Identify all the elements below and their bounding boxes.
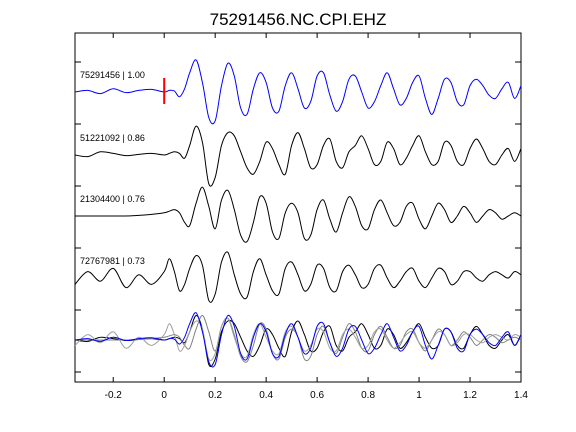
x-tick-label-2: 0.2 — [208, 390, 222, 401]
y-ticks-group — [75, 61, 521, 373]
x-tick-label-0: -0.2 — [105, 390, 123, 401]
trace-label-4: 72767981 | 0.73 — [80, 256, 145, 266]
trace-line-1 — [74, 59, 522, 125]
x-tick-label-3: 0.4 — [259, 390, 273, 401]
traces-group — [74, 59, 522, 303]
chart-title: 75291456.NC.CPI.EHZ — [210, 10, 387, 29]
x-tick-label-7: 1.2 — [463, 390, 477, 401]
x-tick-label-8: 1.4 — [514, 390, 528, 401]
plot-frame — [74, 32, 522, 383]
x-tick-label-4: 0.6 — [310, 390, 324, 401]
x-tick-label-5: 0.8 — [361, 390, 375, 401]
x-axis: -0.2 0 0.2 0.4 0.6 0.8 1 1.2 1.4 — [105, 33, 528, 401]
trace-label-2: 51221092 | 0.86 — [80, 133, 145, 143]
x-tick-label-1: 0 — [161, 390, 167, 401]
overlay-trace-4 — [74, 317, 522, 362]
trace-label-3: 21304400 | 0.76 — [80, 194, 145, 204]
x-tick-label-6: 1 — [416, 390, 422, 401]
trace-labels-group: 75291456 | 1.00 51221092 | 0.86 21304400 |… — [80, 70, 145, 266]
overlay-trace-1 — [74, 312, 522, 368]
overlay-group — [74, 312, 522, 368]
trace-line-2 — [74, 125, 522, 187]
overlay-trace-3 — [75, 315, 522, 363]
trace-line-4 — [74, 251, 522, 303]
trace-line-3 — [74, 186, 522, 243]
trace-label-1: 75291456 | 1.00 — [80, 70, 145, 80]
